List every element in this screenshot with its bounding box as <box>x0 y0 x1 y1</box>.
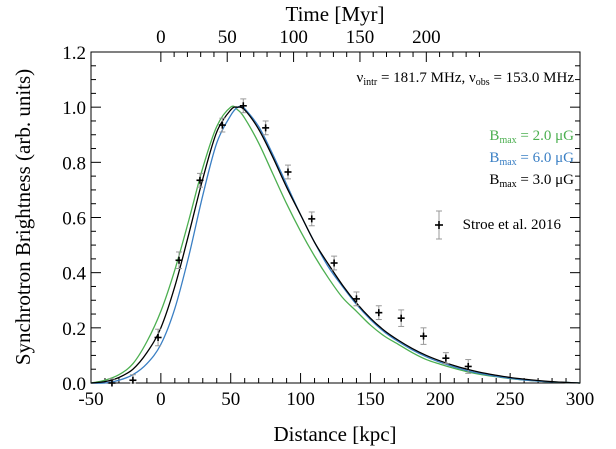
legend-entry-bmax-3-sub: max <box>499 179 516 190</box>
observation-point <box>420 327 428 345</box>
y-tick-label: 0.0 <box>62 374 86 395</box>
y-axis-label: Synchrotron Brightness (arb. units) <box>11 69 35 365</box>
y-tick-label: 0.6 <box>62 209 86 230</box>
x-tick-label: 100 <box>286 389 315 410</box>
x-tick-label: 50 <box>221 389 240 410</box>
top-tick-label: 0 <box>156 27 166 48</box>
x-axis-label: Distance [kpc] <box>273 422 396 446</box>
x-tick-label: 250 <box>496 389 525 410</box>
nu-obs-subscript: obs <box>476 77 490 88</box>
top-tick-label: 100 <box>279 27 308 48</box>
nu-obs-symbol: ν <box>469 70 476 86</box>
series-bmax-3 <box>90 106 581 384</box>
legend-entry-bmax-3-value: = 3.0 μG <box>517 172 575 188</box>
legend-entry-bmax-2-value: = 2.0 μG <box>517 128 575 144</box>
top-axis-label: Time [Myr] <box>286 2 385 26</box>
observation-point <box>352 291 360 307</box>
observation-points <box>108 98 472 387</box>
legend-entry-bmax-2: Bmax = 2.0 μG <box>489 128 574 146</box>
model-curves <box>90 105 581 384</box>
observation-point <box>218 117 226 133</box>
series-bmax-6 <box>90 105 581 384</box>
top-tick-label: 50 <box>218 27 237 48</box>
legend-entry-bmax-6: Bmax = 6.0 μG <box>489 150 574 168</box>
legend-entry-bmax-2-base: B <box>489 128 499 144</box>
legend-entry-bmax-2-sub: max <box>499 135 516 146</box>
observation-point <box>375 305 383 321</box>
legend-entry-observations: Stroe et al. 2016 <box>463 217 562 233</box>
nu-intr-subscript: intr <box>363 77 378 88</box>
nu-obs-value: = 153.0 MHz <box>490 70 575 86</box>
tick-labels: -50 0 50 100 150 200 250 300 0 50 100 150 200 0.0 0.2 0… <box>62 27 594 410</box>
observation-point <box>442 352 450 365</box>
observation-point <box>154 328 162 347</box>
x-tick-label: 200 <box>426 389 455 410</box>
y-tick-label: 0.2 <box>62 319 86 340</box>
x-tick-label: -50 <box>78 389 103 410</box>
series-bmax-2 <box>90 105 581 384</box>
nu-intr-value: = 181.7 MHz, <box>377 70 469 86</box>
observation-point <box>284 164 292 180</box>
y-tick-label: 1.0 <box>62 98 86 119</box>
top-tick-label: 150 <box>346 27 375 48</box>
nu-intr-symbol: ν <box>357 70 364 86</box>
observation-point <box>175 251 183 270</box>
frequency-annotation: νintr = 181.7 MHz, νobs = 153.0 MHz <box>357 70 575 88</box>
observation-point <box>464 359 472 374</box>
x-tick-label: 0 <box>156 389 166 410</box>
observation-point <box>308 211 316 227</box>
y-tick-label: 0.8 <box>62 153 86 174</box>
observation-point <box>108 378 116 387</box>
legend-entry-bmax-3-base: B <box>489 172 499 188</box>
legend: Bmax = 2.0 μG Bmax = 6.0 μG Bmax = 3.0 μ… <box>435 128 574 240</box>
observation-point <box>397 309 405 327</box>
x-tick-label: 150 <box>356 389 385 410</box>
legend-observation-marker <box>435 210 443 240</box>
observation-point <box>196 172 204 188</box>
x-tick-label: 300 <box>566 389 595 410</box>
observation-point <box>129 374 137 384</box>
top-tick-label: 200 <box>412 27 441 48</box>
observation-point <box>239 98 247 114</box>
legend-entry-bmax-3: Bmax = 3.0 μG <box>489 172 574 190</box>
legend-entry-bmax-6-value: = 6.0 μG <box>517 150 575 166</box>
observation-point <box>330 255 338 271</box>
observation-point <box>262 120 270 136</box>
y-tick-label: 0.4 <box>62 264 86 285</box>
y-tick-label: 1.2 <box>62 43 86 64</box>
legend-entry-bmax-6-sub: max <box>499 157 516 168</box>
legend-entry-bmax-6-base: B <box>489 150 499 166</box>
axis-ticks <box>90 51 581 384</box>
